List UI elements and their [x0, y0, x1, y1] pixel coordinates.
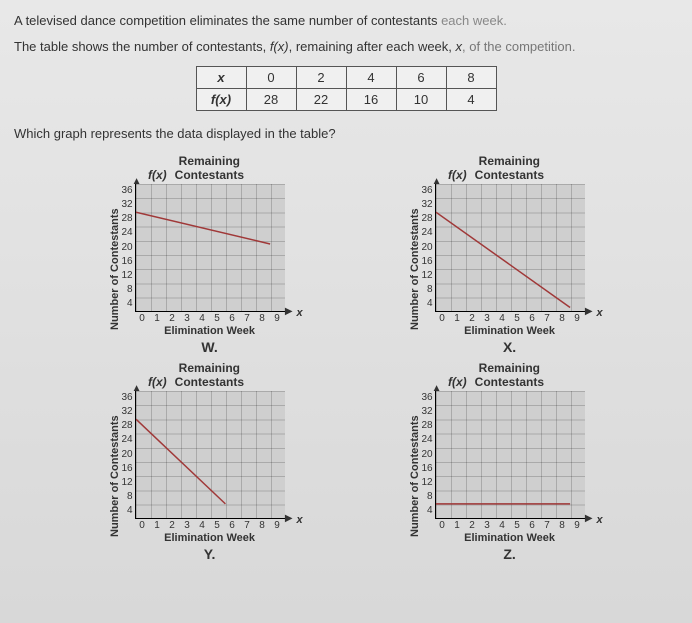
- y-ticks: 3632282420161284: [121, 184, 134, 312]
- plot-area: ▲ ▶ x: [135, 391, 285, 519]
- charts-grid: f(x) RemainingContestants Number of Cont…: [66, 154, 626, 562]
- chart-z: f(x) RemainingContestants Number of Cont…: [366, 361, 626, 562]
- y-ticks: 3632282420161284: [421, 184, 434, 312]
- question-prompt: Which graph represents the data displaye…: [14, 125, 678, 143]
- chart-title: RemainingContestants: [475, 154, 544, 182]
- table-cell: 10: [396, 89, 446, 111]
- x-axis-label: Elimination Week: [435, 325, 585, 337]
- table-x-label: x: [196, 67, 246, 89]
- q-line2-pre: The table shows the number of contestant…: [14, 39, 270, 54]
- arrow-right-icon: ▶: [585, 513, 593, 524]
- q-line1-faded: each week.: [441, 13, 507, 28]
- y-axis-label: Number of Contestants: [407, 184, 421, 355]
- x-ticks: 0123456789: [435, 519, 585, 531]
- plot-area: ▲ ▶ x: [435, 184, 585, 312]
- table-cell: 0: [246, 67, 296, 89]
- fx-label: f(x): [148, 375, 167, 389]
- chart-letter: X.: [435, 339, 585, 355]
- chart-letter: Y.: [135, 546, 285, 562]
- table-cell: 16: [346, 89, 396, 111]
- x-var-label: x: [296, 514, 302, 526]
- x-var-label: x: [596, 307, 602, 319]
- y-axis-label: Number of Contestants: [107, 391, 121, 562]
- fx-label: f(x): [448, 168, 467, 182]
- chart-y: f(x) RemainingContestants Number of Cont…: [66, 361, 326, 562]
- x-var-label: x: [596, 514, 602, 526]
- question-line2: The table shows the number of contestant…: [14, 38, 678, 56]
- table-cell: 4: [446, 89, 496, 111]
- q-line2-fx: f(x): [270, 39, 289, 54]
- fx-label: f(x): [148, 168, 167, 182]
- table-cell: 4: [346, 67, 396, 89]
- x-ticks: 0123456789: [435, 312, 585, 324]
- arrow-right-icon: ▶: [285, 513, 293, 524]
- table-row: x 0 2 4 6 8: [196, 67, 496, 89]
- table-cell: 6: [396, 67, 446, 89]
- plot-area: ▲ ▶ x: [435, 391, 585, 519]
- y-axis-label: Number of Contestants: [407, 391, 421, 562]
- table-cell: 28: [246, 89, 296, 111]
- arrow-right-icon: ▶: [285, 306, 293, 317]
- chart-title: RemainingContestants: [475, 361, 544, 389]
- table-cell: 8: [446, 67, 496, 89]
- table-fx-label: f(x): [196, 89, 246, 111]
- chart-letter: Z.: [435, 546, 585, 562]
- x-axis-label: Elimination Week: [435, 532, 585, 544]
- y-axis-label: Number of Contestants: [107, 184, 121, 355]
- x-ticks: 0123456789: [135, 312, 285, 324]
- chart-w: f(x) RemainingContestants Number of Cont…: [66, 154, 326, 355]
- y-ticks: 3632282420161284: [121, 391, 134, 519]
- chart-x: f(x) RemainingContestants Number of Cont…: [366, 154, 626, 355]
- x-axis-label: Elimination Week: [135, 532, 285, 544]
- x-axis-label: Elimination Week: [135, 325, 285, 337]
- q-line2-post: , of the competition.: [462, 39, 575, 54]
- table-row: f(x) 28 22 16 10 4: [196, 89, 496, 111]
- x-var-label: x: [296, 307, 302, 319]
- table-cell: 22: [296, 89, 346, 111]
- chart-title: RemainingContestants: [175, 361, 244, 389]
- x-ticks: 0123456789: [135, 519, 285, 531]
- q-line1-pre: A televised dance competition eliminates…: [14, 13, 441, 28]
- q-line2-mid: , remaining after each week,: [289, 39, 456, 54]
- data-table: x 0 2 4 6 8 f(x) 28 22 16 10 4: [196, 66, 497, 111]
- chart-letter: W.: [135, 339, 285, 355]
- fx-label: f(x): [448, 375, 467, 389]
- question-line1: A televised dance competition eliminates…: [14, 12, 678, 30]
- plot-area: ▲ ▶ x: [135, 184, 285, 312]
- y-ticks: 3632282420161284: [421, 391, 434, 519]
- table-cell: 2: [296, 67, 346, 89]
- chart-title: RemainingContestants: [175, 154, 244, 182]
- arrow-right-icon: ▶: [585, 306, 593, 317]
